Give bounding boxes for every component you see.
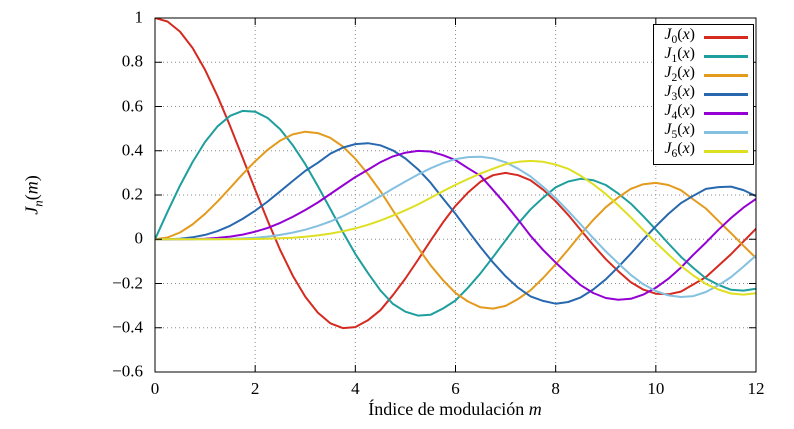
x-tick-label: 8 bbox=[551, 379, 560, 398]
y-tick-label: −0.2 bbox=[112, 273, 143, 293]
legend-label: J4(x) bbox=[664, 101, 695, 123]
legend-label: J6(x) bbox=[664, 139, 695, 161]
y-tick-label: 0.6 bbox=[121, 96, 143, 116]
legend-item: J3(x) bbox=[664, 82, 748, 104]
curves-group bbox=[155, 18, 756, 330]
y-tick-label: 0.2 bbox=[121, 184, 143, 204]
legend-line-sample bbox=[704, 74, 748, 77]
legend-line-sample bbox=[704, 131, 748, 134]
legend-line-sample bbox=[704, 150, 748, 153]
y-tick-label: −0.6 bbox=[112, 361, 143, 381]
curve-J5 bbox=[155, 155, 756, 298]
curve-J1 bbox=[155, 109, 756, 317]
curve-J4 bbox=[155, 149, 756, 301]
curve-J2 bbox=[155, 130, 756, 310]
legend-label: J2(x) bbox=[664, 63, 695, 85]
legend-item: J5(x) bbox=[664, 120, 748, 142]
y-axis-title-paren-open: ( bbox=[21, 194, 42, 201]
x-axis-title: Índice de modulación m bbox=[368, 399, 541, 420]
y-axis-title-symbol: J bbox=[21, 206, 42, 215]
curve-J3 bbox=[155, 142, 756, 305]
legend-line-sample bbox=[704, 112, 748, 115]
y-axis-title-subscript: n bbox=[30, 200, 46, 207]
legend-label: J0(x) bbox=[664, 25, 695, 47]
x-axis-title-text: Índice de modulación bbox=[368, 399, 529, 419]
legend-item: J2(x) bbox=[664, 63, 748, 85]
legend-item: J4(x) bbox=[664, 101, 748, 123]
curve-J0 bbox=[155, 18, 756, 330]
x-tick-label: 2 bbox=[250, 379, 260, 398]
y-tick-label: 0 bbox=[134, 228, 144, 248]
legend-line-sample bbox=[704, 36, 748, 39]
y-tick-label: 0.4 bbox=[121, 140, 143, 160]
x-tick-label: 4 bbox=[351, 379, 360, 398]
y-tick-label: 1 bbox=[134, 7, 144, 27]
legend-label: J3(x) bbox=[664, 82, 695, 104]
y-tick-label: 0.8 bbox=[121, 51, 143, 71]
legend-item: J6(x) bbox=[664, 139, 748, 161]
y-tick-label: −0.4 bbox=[112, 317, 143, 337]
x-tick-label: 0 bbox=[150, 379, 160, 398]
x-tick-label: 12 bbox=[747, 379, 765, 398]
y-axis-title: Jn(m) bbox=[22, 175, 47, 214]
legend-item: J1(x) bbox=[664, 44, 748, 66]
x-axis-title-variable: m bbox=[528, 399, 542, 419]
legend-line-sample bbox=[704, 55, 748, 58]
legend-label: J1(x) bbox=[664, 44, 695, 66]
x-tick-label: 10 bbox=[647, 379, 665, 398]
y-axis-title-paren-close: ) bbox=[21, 175, 42, 182]
legend-label: J5(x) bbox=[664, 120, 695, 142]
x-tick-label: 6 bbox=[451, 379, 460, 398]
legend-item: J0(x) bbox=[664, 25, 748, 47]
legend-line-sample bbox=[704, 93, 748, 96]
legend: J0(x) J1(x) J2(x) J3(x) J4(x) J5(x) J6(x) bbox=[653, 24, 754, 165]
y-axis-title-variable: m bbox=[21, 181, 42, 195]
curve-J6 bbox=[155, 159, 756, 296]
